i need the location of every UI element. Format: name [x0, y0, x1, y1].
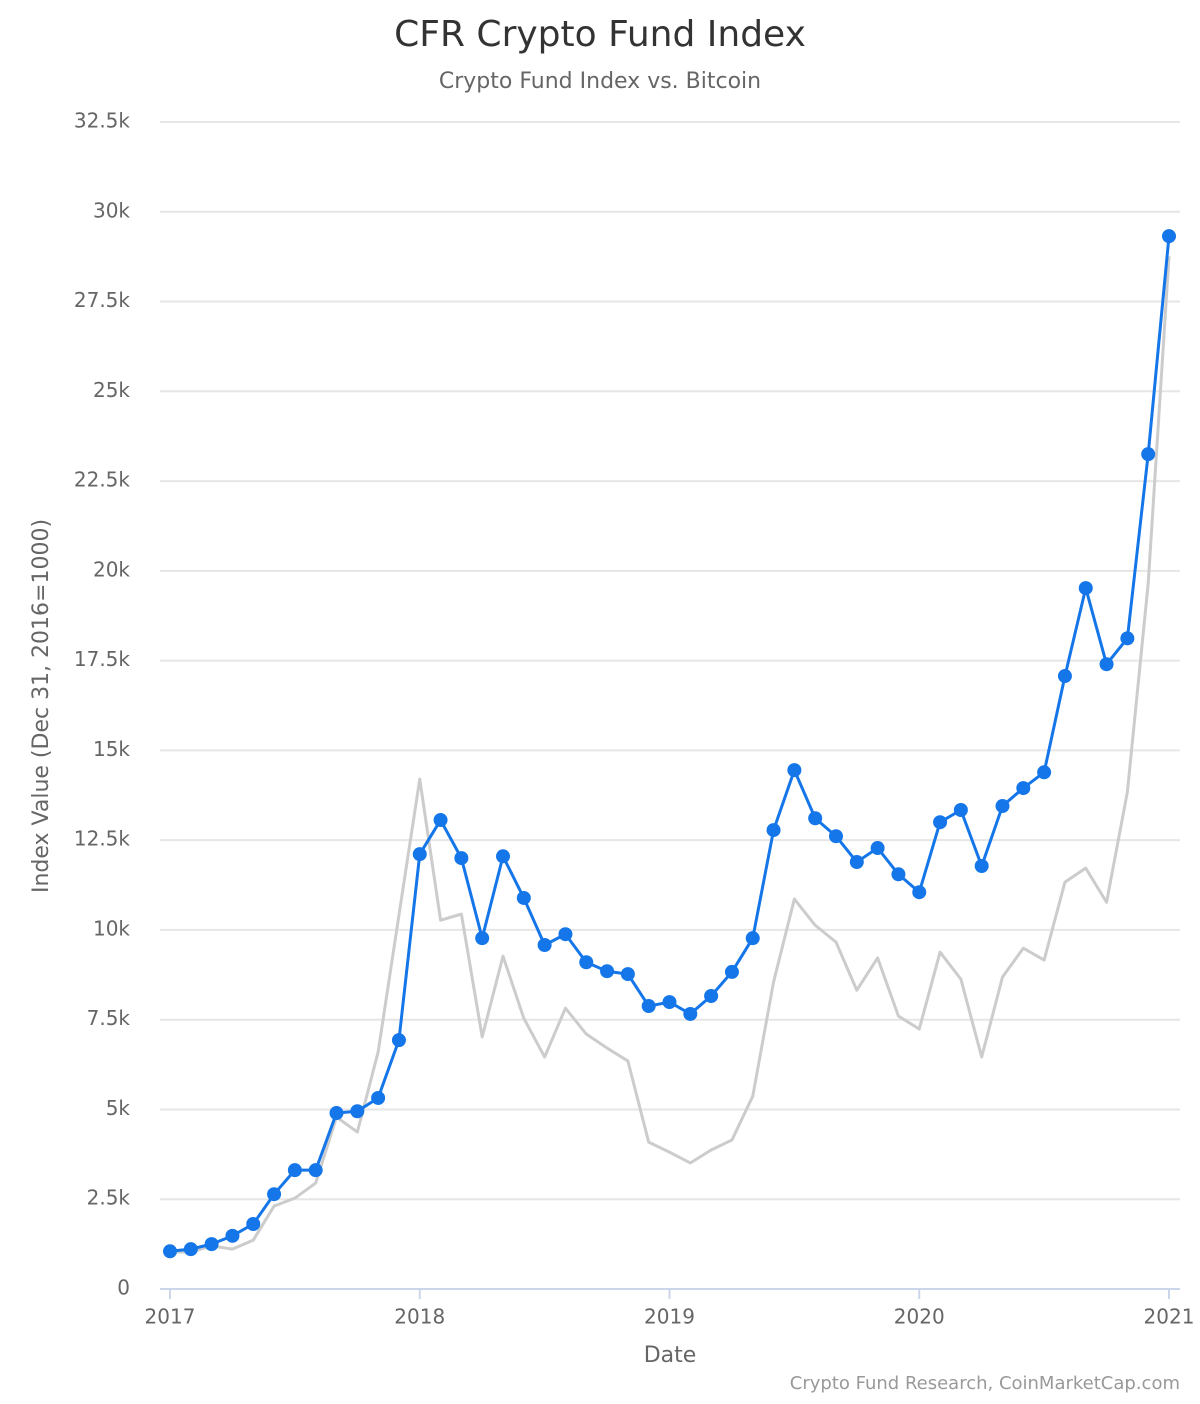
data-point	[204, 1237, 219, 1252]
data-point	[787, 763, 802, 778]
data-point	[516, 890, 531, 905]
x-tick-label: 2017	[145, 1305, 196, 1329]
data-point	[558, 927, 573, 942]
chart-title: CFR Crypto Fund Index	[394, 14, 806, 55]
data-point	[1162, 229, 1176, 244]
data-point	[849, 855, 864, 870]
data-point	[1078, 581, 1093, 596]
y-axis-title: Index Value (Dec 31, 2016=1000)	[29, 519, 54, 893]
y-tick-label: 20k	[93, 557, 130, 581]
data-point	[537, 938, 552, 953]
data-point	[745, 931, 760, 946]
data-point	[433, 813, 448, 828]
y-tick-label: 22.5k	[74, 468, 131, 492]
data-point	[600, 964, 615, 979]
y-tick-label: 5k	[106, 1096, 131, 1120]
data-point	[1037, 765, 1052, 780]
y-tick-label: 32.5k	[74, 109, 131, 133]
data-point	[391, 1033, 406, 1048]
data-point	[350, 1104, 365, 1119]
data-point	[808, 811, 823, 826]
data-point	[1141, 447, 1156, 462]
y-tick-label: 27.5k	[74, 288, 131, 312]
x-axis-title: Date	[644, 1343, 697, 1368]
y-tick-label: 10k	[93, 916, 130, 940]
data-point	[912, 885, 927, 900]
data-point	[953, 802, 968, 817]
series-line	[170, 256, 1171, 1254]
data-point	[1120, 631, 1135, 646]
data-point	[454, 851, 469, 866]
data-point	[183, 1242, 198, 1257]
data-point	[579, 955, 594, 970]
data-point	[870, 841, 885, 856]
y-tick-label: 15k	[93, 737, 130, 761]
y-tick-label: 12.5k	[74, 827, 131, 851]
data-point	[891, 867, 906, 882]
y-tick-label: 25k	[93, 378, 130, 402]
chart-subtitle: Crypto Fund Index vs. Bitcoin	[439, 69, 761, 94]
data-point	[933, 815, 948, 830]
data-point	[225, 1228, 240, 1243]
data-point	[308, 1163, 323, 1178]
data-point	[267, 1187, 282, 1202]
data-point	[1057, 669, 1072, 684]
data-point	[995, 799, 1010, 814]
data-point	[371, 1090, 386, 1105]
data-point	[683, 1006, 698, 1021]
data-point	[974, 859, 989, 874]
y-tick-label: 0	[117, 1276, 130, 1300]
data-point	[641, 999, 656, 1014]
data-point	[766, 823, 781, 838]
series-line	[169, 236, 1171, 1253]
y-tick-label: 2.5k	[87, 1186, 131, 1210]
x-tick-label: 2021	[1144, 1305, 1195, 1329]
data-point	[829, 829, 843, 844]
data-point	[475, 931, 490, 946]
y-tick-label: 30k	[93, 198, 130, 222]
data-point	[412, 847, 427, 862]
data-point	[1099, 657, 1114, 672]
credits: Crypto Fund Research, CoinMarketCap.com	[790, 1373, 1180, 1394]
y-tick-label: 7.5k	[87, 1006, 131, 1030]
data-point	[329, 1106, 344, 1121]
data-point	[246, 1217, 261, 1232]
data-point	[287, 1163, 302, 1178]
data-point	[704, 988, 719, 1003]
x-tick-label: 2020	[894, 1305, 945, 1329]
data-point	[662, 995, 677, 1010]
data-point	[163, 1244, 177, 1259]
y-tick-label: 17.5k	[74, 647, 131, 671]
x-tick-label: 2018	[394, 1305, 445, 1329]
data-point	[620, 967, 635, 982]
data-point	[1016, 781, 1031, 796]
data-point	[724, 964, 739, 979]
x-tick-label: 2019	[644, 1305, 695, 1329]
data-point	[496, 849, 510, 864]
